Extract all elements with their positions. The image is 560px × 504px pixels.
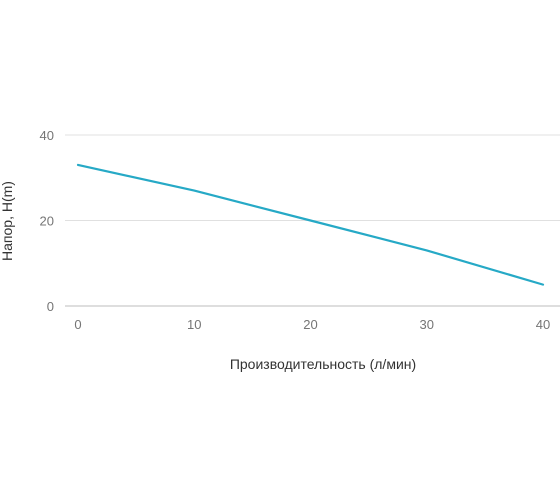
- y-tick-label: 0: [47, 299, 54, 314]
- x-tick-label: 10: [187, 317, 201, 332]
- x-axis-ticks: 0 10 20 30 40: [74, 317, 550, 332]
- series-layer: [76, 163, 545, 286]
- y-axis-ticks: 0 20 40: [40, 128, 54, 314]
- x-tick-label: 30: [420, 317, 434, 332]
- x-tick-label: 40: [536, 317, 550, 332]
- y-tick-label: 40: [40, 128, 54, 143]
- x-tick-label: 20: [303, 317, 317, 332]
- x-tick-label: 0: [74, 317, 81, 332]
- y-axis-label: Напор, Н(m): [0, 181, 15, 261]
- y-tick-label: 20: [40, 214, 54, 229]
- x-axis-label: Производительность (л/мин): [230, 356, 416, 372]
- series-line: [76, 163, 545, 286]
